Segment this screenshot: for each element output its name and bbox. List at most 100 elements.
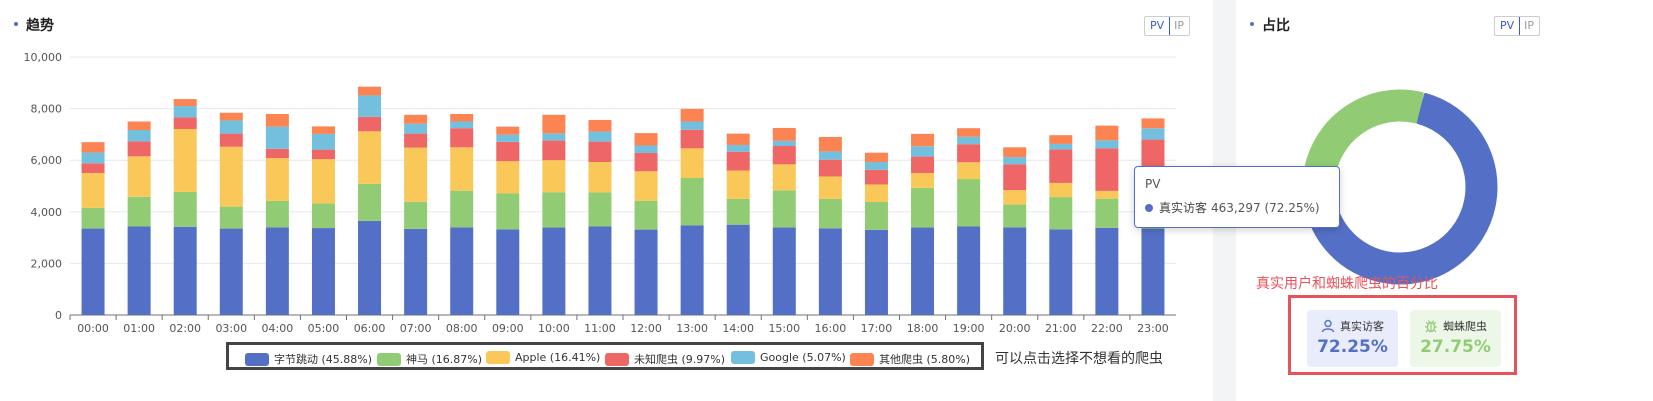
bar-segment[interactable] [450, 121, 474, 129]
bar-segment[interactable] [173, 128, 197, 192]
bar-segment[interactable] [1049, 143, 1073, 150]
bar-segment[interactable] [265, 114, 289, 127]
bar-segment[interactable] [680, 129, 704, 149]
bar-segment[interactable] [219, 112, 243, 121]
bar-segment[interactable] [772, 127, 796, 141]
bar-segment[interactable] [1095, 148, 1119, 191]
bar-segment[interactable] [957, 179, 981, 227]
bar-segment[interactable] [127, 196, 151, 227]
bar-segment[interactable] [173, 106, 197, 118]
bar-segment[interactable] [358, 220, 382, 315]
bar-segment[interactable] [957, 136, 981, 145]
bar-segment[interactable] [957, 162, 981, 180]
bar-segment[interactable] [957, 128, 981, 137]
bar-segment[interactable] [219, 146, 243, 207]
bar-segment[interactable] [219, 228, 243, 315]
bar-segment[interactable] [726, 198, 750, 225]
bar-segment[interactable] [542, 133, 566, 141]
bar-segment[interactable] [81, 142, 105, 153]
bar-segment[interactable] [81, 173, 105, 208]
bar-segment[interactable] [726, 144, 750, 152]
bar-segment[interactable] [404, 201, 428, 229]
bar-segment[interactable] [588, 141, 612, 163]
bar-segment[interactable] [680, 225, 704, 315]
bar-segment[interactable] [358, 131, 382, 184]
legend-item-other-crawler[interactable]: 其他爬虫 (5.80%) [850, 351, 970, 367]
bar-segment[interactable] [311, 126, 335, 134]
bar-segment[interactable] [726, 224, 750, 315]
bar-segment[interactable] [772, 190, 796, 228]
bar-segment[interactable] [588, 192, 612, 227]
bar-segment[interactable] [911, 133, 935, 147]
bar-segment[interactable] [542, 160, 566, 193]
bar-segment[interactable] [1003, 204, 1027, 228]
bar-segment[interactable] [265, 200, 289, 228]
bar-segment[interactable] [634, 152, 658, 172]
bar-segment[interactable] [864, 184, 888, 202]
bar-segment[interactable] [818, 151, 842, 160]
bar-segment[interactable] [634, 145, 658, 153]
legend-item-google[interactable]: Google (5.07%) [731, 350, 846, 365]
bar-segment[interactable] [542, 140, 566, 161]
bar-segment[interactable] [81, 152, 105, 164]
bar-segment[interactable] [1049, 197, 1073, 230]
bar-segment[interactable] [680, 178, 704, 226]
bar-segment[interactable] [219, 206, 243, 229]
bar-segment[interactable] [404, 114, 428, 124]
bar-segment[interactable] [1003, 147, 1027, 158]
bar-segment[interactable] [81, 207, 105, 229]
bar-segment[interactable] [864, 169, 888, 185]
bar-segment[interactable] [311, 159, 335, 204]
bar-segment[interactable] [1095, 198, 1119, 228]
bar-segment[interactable] [1095, 140, 1119, 149]
bar-segment[interactable] [450, 227, 474, 315]
bar-segment[interactable] [957, 144, 981, 163]
bar-segment[interactable] [680, 108, 704, 122]
bar-segment[interactable] [818, 176, 842, 199]
donut-slice-crawler[interactable] [1302, 89, 1424, 183]
bar-segment[interactable] [588, 119, 612, 132]
bar-segment[interactable] [634, 200, 658, 230]
bar-segment[interactable] [911, 187, 935, 228]
bar-segment[interactable] [634, 229, 658, 315]
bar-segment[interactable] [911, 173, 935, 188]
bar-segment[interactable] [772, 140, 796, 147]
bar-segment[interactable] [173, 191, 197, 227]
bar-segment[interactable] [404, 228, 428, 315]
bar-segment[interactable] [1049, 182, 1073, 198]
bar-segment[interactable] [542, 192, 566, 228]
bar-segment[interactable] [864, 162, 888, 170]
bar-segment[interactable] [496, 126, 520, 135]
bar-segment[interactable] [1141, 139, 1165, 174]
bar-segment[interactable] [588, 162, 612, 193]
bar-segment[interactable] [1095, 190, 1119, 199]
share-pv-option[interactable]: PV [1495, 17, 1521, 35]
bar-segment[interactable] [450, 128, 474, 148]
bar-segment[interactable] [173, 117, 197, 129]
trend-pv-option[interactable]: PV [1145, 17, 1171, 35]
bar-segment[interactable] [588, 131, 612, 142]
bar-segment[interactable] [1141, 228, 1165, 315]
bar-segment[interactable] [311, 149, 335, 160]
bar-segment[interactable] [450, 147, 474, 191]
bar-segment[interactable] [818, 228, 842, 315]
bar-segment[interactable] [864, 152, 888, 163]
bar-segment[interactable] [588, 226, 612, 315]
bar-segment[interactable] [81, 163, 105, 174]
bar-segment[interactable] [542, 227, 566, 315]
bar-segment[interactable] [219, 133, 243, 147]
bar-segment[interactable] [496, 141, 520, 162]
legend-item-unknown-crawler[interactable]: 未知爬虫 (9.97%) [605, 351, 725, 367]
trend-ip-option[interactable]: IP [1174, 19, 1185, 32]
legend-item-bytedance[interactable]: 字节跳动 (45.88%) [245, 351, 372, 367]
bar-segment[interactable] [818, 159, 842, 177]
bar-segment[interactable] [311, 228, 335, 315]
bar-segment[interactable] [772, 227, 796, 315]
bar-segment[interactable] [1049, 229, 1073, 315]
bar-segment[interactable] [173, 226, 197, 315]
bar-segment[interactable] [127, 121, 151, 131]
bar-segment[interactable] [404, 123, 428, 134]
legend-item-apple[interactable]: Apple (16.41%) [486, 350, 600, 365]
bar-segment[interactable] [496, 229, 520, 315]
bar-segment[interactable] [358, 116, 382, 132]
